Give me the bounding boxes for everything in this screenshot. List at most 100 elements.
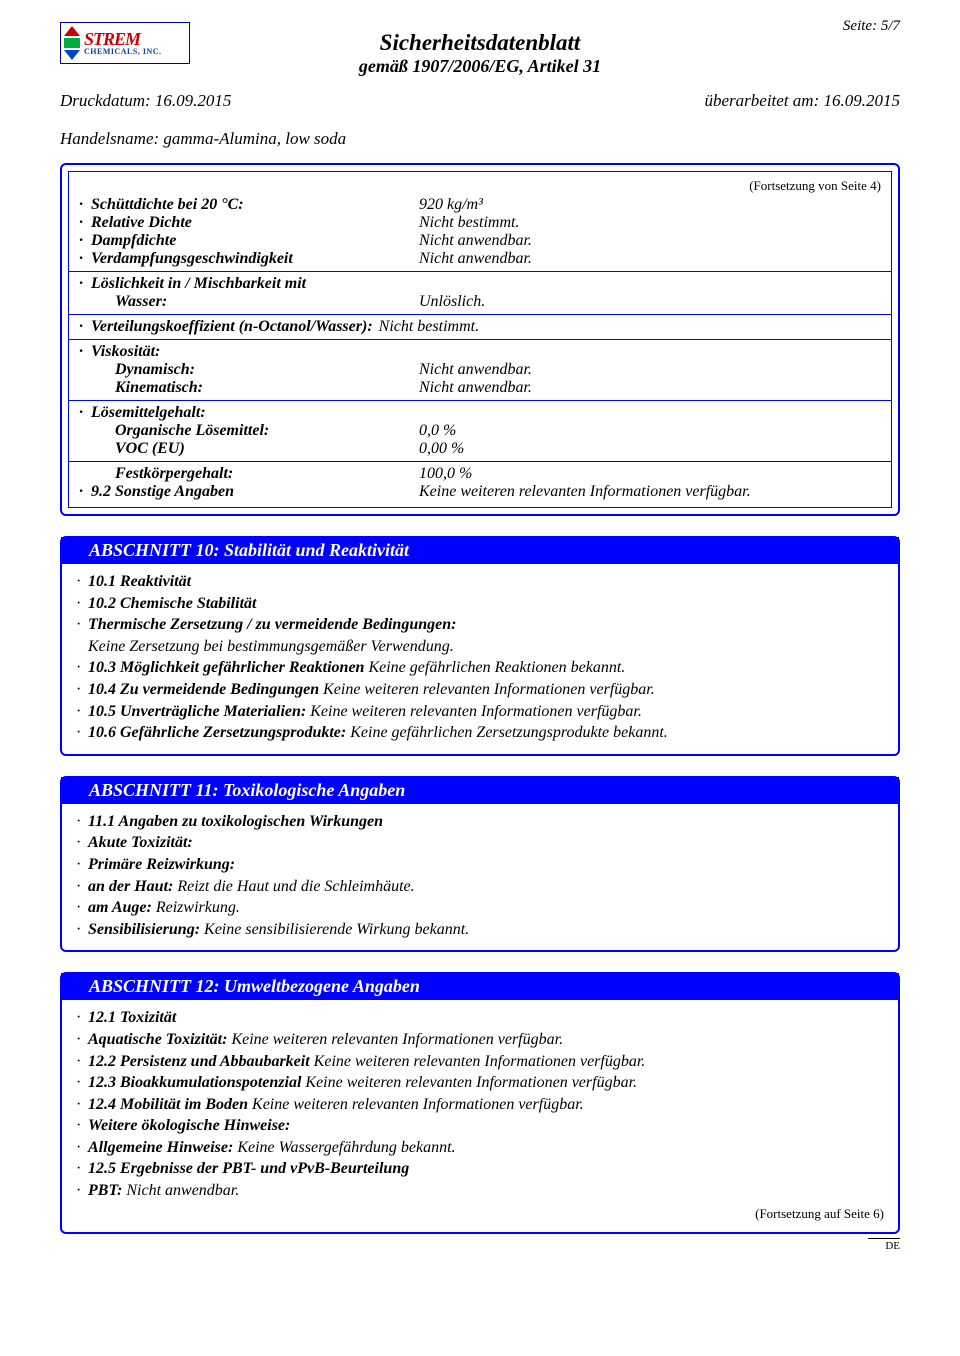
text: 10.3 Möglichkeit gefährlicher Reaktionen	[88, 659, 364, 676]
table-row: ·Viskosität:	[79, 343, 881, 361]
text: 10.4 Zu vermeidende Bedingungen	[88, 681, 319, 698]
text: 12.1 Toxizität	[88, 1009, 176, 1026]
logo-text: STREM CHEMICALS, INC.	[84, 30, 162, 56]
properties-inner: (Fortsetzung von Seite 4) ·Schüttdichte …	[68, 171, 892, 508]
prop-label: Lösemittelgehalt:	[91, 404, 206, 421]
text: Aquatische Toxizität:	[88, 1031, 227, 1048]
section-10: ABSCHNITT 10: Stabilität und Reaktivität…	[60, 536, 900, 756]
text: Keine weiteren relevanten Informationen …	[319, 681, 655, 698]
table-row: Organische Lösemittel:0,0 %	[79, 422, 881, 440]
meta-row: Druckdatum: 16.09.2015 überarbeitet am: …	[60, 91, 900, 111]
prop-value: Unlöslich.	[419, 293, 485, 311]
table-row: Kinematisch:Nicht anwendbar.	[79, 379, 881, 397]
table-row: ·Lösemittelgehalt:	[79, 404, 881, 422]
text: 12.4 Mobilität im Boden	[88, 1096, 248, 1113]
prop-label: Verteilungskoeffizient (n-Octanol/Wasser…	[91, 318, 373, 335]
prop-label: Kinematisch:	[79, 379, 419, 397]
text: Sensibilisierung:	[88, 921, 200, 938]
prop-value: Nicht anwendbar.	[419, 361, 532, 379]
prop-value: Nicht anwendbar.	[419, 250, 532, 268]
print-date: Druckdatum: 16.09.2015	[60, 91, 231, 111]
logo-line2: CHEMICALS, INC.	[84, 48, 162, 56]
page: STREM CHEMICALS, INC. Seite: 5/7 Sicherh…	[0, 0, 960, 1282]
table-row: ·Schüttdichte bei 20 °C:920 kg/m³	[79, 196, 881, 214]
table-row: Festkörpergehalt:100,0 %	[79, 465, 881, 483]
section-heading: ABSCHNITT 10: Stabilität und Reaktivität	[61, 537, 899, 564]
text: Keine gefährlichen Zersetzungsprodukte b…	[346, 724, 668, 741]
prop-label: 9.2 Sonstige Angaben	[91, 483, 234, 500]
text: 10.2 Chemische Stabilität	[88, 595, 256, 612]
text: am Auge:	[88, 899, 152, 916]
prop-value: 0,00 %	[419, 440, 464, 458]
prop-value: 920 kg/m³	[419, 196, 483, 214]
prop-label: Schüttdichte bei 20 °C:	[91, 196, 244, 213]
logo-mark-icon	[64, 26, 80, 60]
text: 12.3 Bioakkumulationspotenzial	[88, 1074, 301, 1091]
prop-label: Relative Dichte	[91, 214, 192, 231]
table-row: Dynamisch:Nicht anwendbar.	[79, 361, 881, 379]
section-body: ·10.1 Reaktivität ·10.2 Chemische Stabil…	[62, 563, 898, 754]
text: Weitere ökologische Hinweise:	[88, 1117, 290, 1134]
prop-value: 0,0 %	[419, 422, 456, 440]
prop-label: Wasser:	[79, 293, 419, 311]
company-logo: STREM CHEMICALS, INC.	[60, 22, 190, 64]
table-row: Wasser:Unlöslich.	[79, 293, 881, 311]
section-11: ABSCHNITT 11: Toxikologische Angaben ·11…	[60, 776, 900, 953]
section-body: ·12.1 Toxizität ·Aquatische Toxizität: K…	[62, 999, 898, 1231]
prop-label: Viskosität:	[91, 343, 160, 360]
prop-value: Nicht bestimmt.	[419, 214, 519, 232]
prop-value: Nicht anwendbar.	[419, 232, 532, 250]
table-row: ·DampfdichteNicht anwendbar.	[79, 232, 881, 250]
page-number: Seite: 5/7	[843, 18, 900, 35]
table-row: ·Löslichkeit in / Mischbarkeit mit	[79, 275, 881, 293]
text: Reizt die Haut und die Schleimhäute.	[173, 878, 414, 895]
text: 12.5 Ergebnisse der PBT- und vPvB-Beurte…	[88, 1160, 409, 1177]
text: 12.2 Persistenz und Abbaubarkeit	[88, 1053, 310, 1070]
text: Akute Toxizität:	[88, 834, 193, 851]
prop-label: Löslichkeit in / Mischbarkeit mit	[91, 275, 306, 292]
prop-value: Nicht anwendbar.	[419, 379, 532, 397]
prop-value: 100,0 %	[419, 465, 472, 483]
prop-label: Organische Lösemittel:	[79, 422, 419, 440]
language-tag: DE	[868, 1238, 900, 1252]
continued-on: (Fortsetzung auf Seite 6)	[76, 1206, 884, 1222]
text: Keine Wassergefährdung bekannt.	[233, 1139, 455, 1156]
prop-label: Dampfdichte	[91, 232, 176, 249]
text: Keine Zersetzung bei bestimmungsgemäßer …	[88, 638, 454, 655]
text: Keine weiteren relevanten Informationen …	[248, 1096, 584, 1113]
text: 10.1 Reaktivität	[88, 573, 191, 590]
table-row: ·Relative DichteNicht bestimmt.	[79, 214, 881, 232]
product-name: Handelsname: gamma-Alumina, low soda	[60, 129, 900, 149]
text: Keine weiteren relevanten Informationen …	[301, 1074, 637, 1091]
text: Allgemeine Hinweise:	[88, 1139, 233, 1156]
prop-label: Dynamisch:	[79, 361, 419, 379]
section-12: ABSCHNITT 12: Umweltbezogene Angaben ·12…	[60, 972, 900, 1233]
text: Keine sensibilisierende Wirkung bekannt.	[200, 921, 469, 938]
text: Keine weiteren relevanten Informationen …	[310, 1053, 646, 1070]
properties-box: (Fortsetzung von Seite 4) ·Schüttdichte …	[60, 163, 900, 516]
section-body: ·11.1 Angaben zu toxikologischen Wirkung…	[62, 803, 898, 951]
text: Thermische Zersetzung / zu vermeidende B…	[88, 616, 456, 633]
revised-date: überarbeitet am: 16.09.2015	[705, 91, 900, 111]
text: Reizwirkung.	[152, 899, 240, 916]
table-row: ·9.2 Sonstige AngabenKeine weiteren rele…	[79, 483, 881, 501]
text: 11.1 Angaben zu toxikologischen Wirkunge…	[88, 813, 383, 830]
text: Keine weiteren relevanten Informationen …	[306, 703, 642, 720]
table-row: VOC (EU)0,00 %	[79, 440, 881, 458]
text: Keine weiteren relevanten Informationen …	[227, 1031, 563, 1048]
table-row: ·VerdampfungsgeschwindigkeitNicht anwend…	[79, 250, 881, 268]
prop-value: Nicht bestimmt.	[379, 318, 479, 336]
text: PBT:	[88, 1182, 122, 1199]
prop-label: Verdampfungsgeschwindigkeit	[91, 250, 293, 267]
section-heading: ABSCHNITT 11: Toxikologische Angaben	[61, 777, 899, 804]
text: Nicht anwendbar.	[122, 1182, 239, 1199]
logo-line1: STREM	[84, 30, 162, 48]
text: 10.6 Gefährliche Zersetzungsprodukte:	[88, 724, 346, 741]
text: 10.5 Unverträgliche Materialien:	[88, 703, 306, 720]
prop-label: VOC (EU)	[79, 440, 419, 458]
continued-from: (Fortsetzung von Seite 4)	[79, 178, 881, 194]
section-heading: ABSCHNITT 12: Umweltbezogene Angaben	[61, 973, 899, 1000]
text: Primäre Reizwirkung:	[88, 856, 235, 873]
prop-value: Keine weiteren relevanten Informationen …	[419, 483, 751, 501]
text: an der Haut:	[88, 878, 173, 895]
